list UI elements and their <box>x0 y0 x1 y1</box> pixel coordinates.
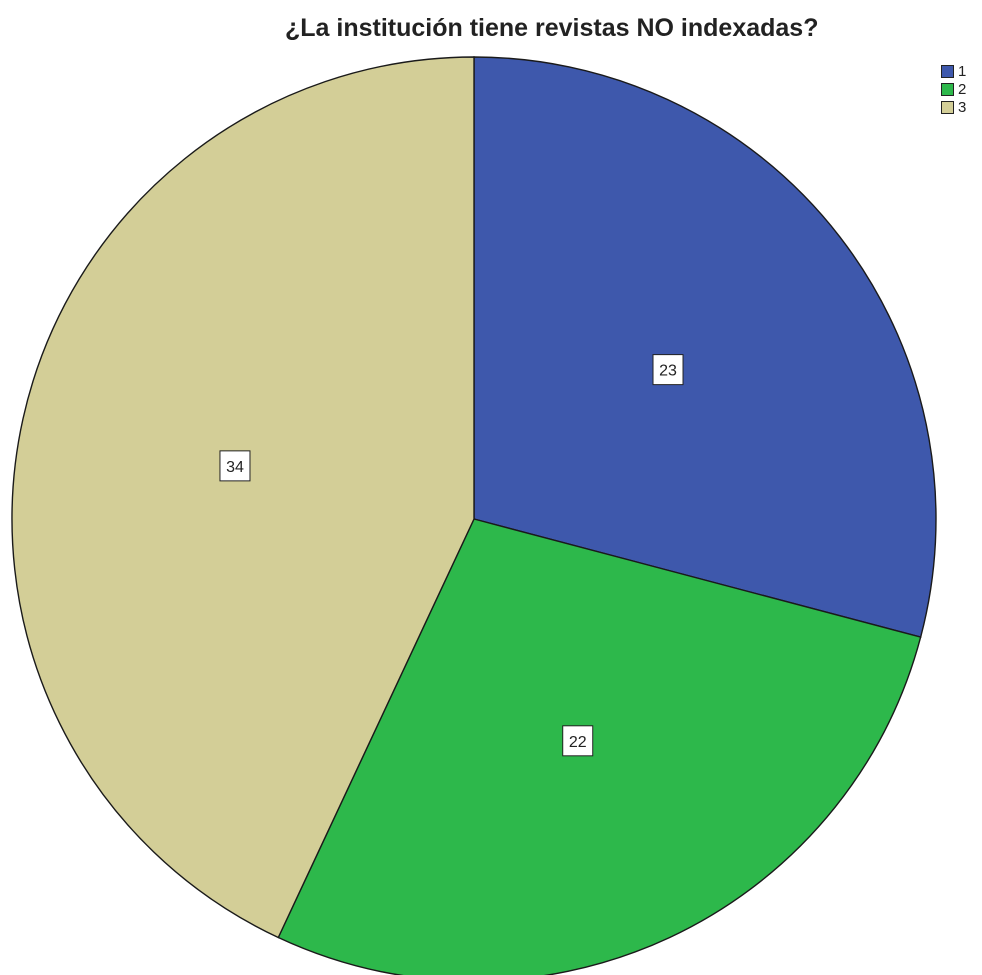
svg-text:23: 23 <box>659 363 677 380</box>
data-label-2: 22 <box>562 725 594 757</box>
legend-label: 1 <box>958 62 967 80</box>
legend-swatch <box>941 64 954 78</box>
legend-label: 2 <box>958 80 967 98</box>
legend-item-2: 2 <box>941 80 966 98</box>
legend-swatch <box>941 100 954 114</box>
pie-slice-3 <box>11 56 475 939</box>
chart-title: ¿La institución tiene revistas NO indexa… <box>285 14 819 42</box>
legend-swatch <box>941 82 954 96</box>
pie-slices <box>11 56 937 975</box>
pie-slice-2 <box>277 518 922 975</box>
pie-data-labels: 23 22 34 <box>219 354 684 757</box>
data-label-1: 23 <box>652 354 684 386</box>
legend-item-1: 1 <box>941 62 966 80</box>
data-label-3: 34 <box>219 450 251 482</box>
svg-text:34: 34 <box>226 459 244 476</box>
legend-label: 3 <box>958 98 967 116</box>
pie-slice-1 <box>473 56 937 638</box>
legend-item-3: 3 <box>941 98 966 116</box>
svg-text:22: 22 <box>569 734 587 751</box>
